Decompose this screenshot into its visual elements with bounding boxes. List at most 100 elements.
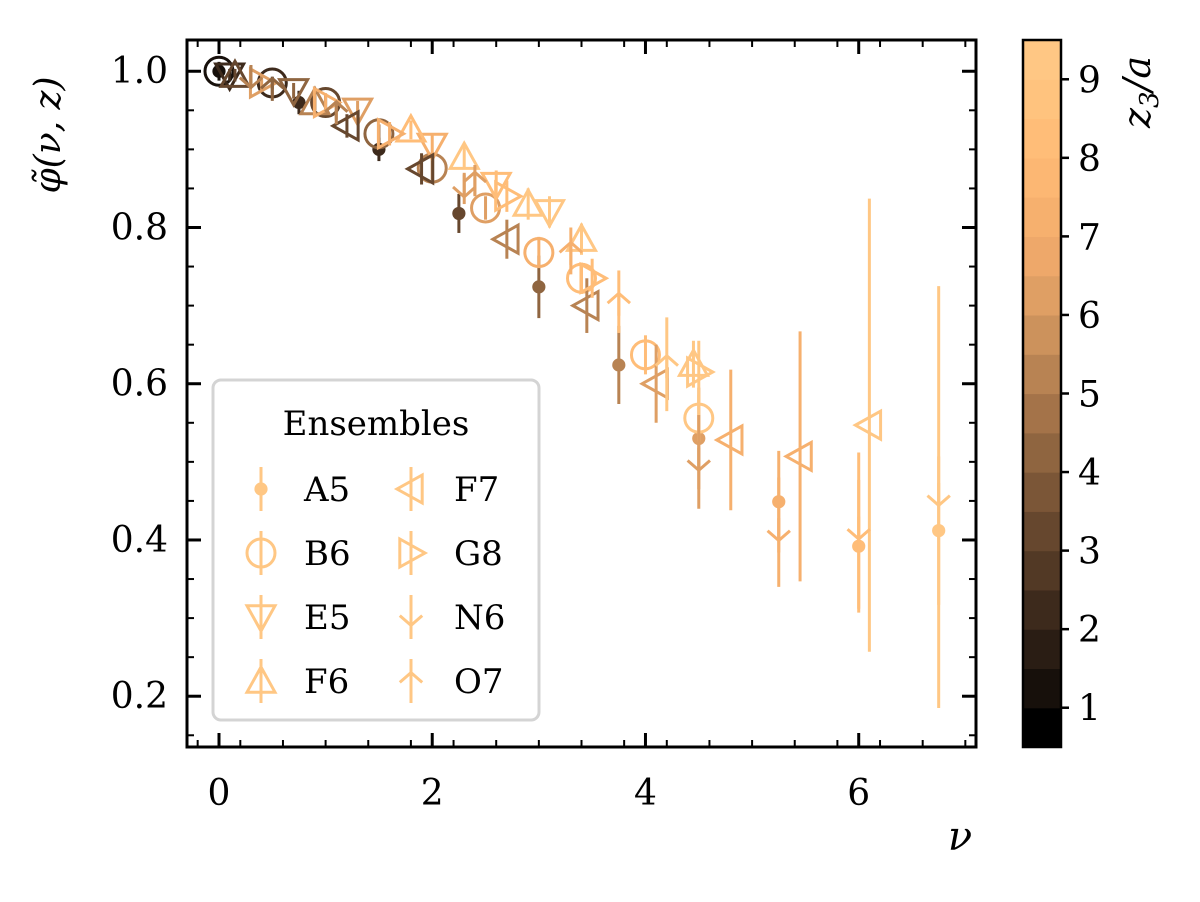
legend-title: Ensembles — [283, 404, 470, 444]
y-tick-label: 0.2 — [111, 676, 168, 717]
legend-marker — [244, 604, 278, 635]
colorbar-segment — [1023, 589, 1061, 630]
axis-ticks: 0 2 4 6 0.2 0.4 0.6 0.8 1.0 — [111, 40, 976, 814]
legend-items: A5 B6 E5 F6 F7 G8 N6 O7 — [244, 467, 505, 703]
legend-label: F6 — [304, 662, 349, 702]
x-tick-label: 6 — [847, 773, 870, 814]
legend-marker — [244, 663, 278, 694]
colorbar-segment — [1023, 118, 1061, 159]
colorbar-segment — [1023, 314, 1061, 355]
series-N6 — [238, 65, 951, 708]
data-point — [447, 140, 481, 170]
legend-item-B6: B6 — [245, 531, 351, 575]
colorbar-tick-label: 2 — [1078, 610, 1101, 651]
y-tick-label: 0.8 — [111, 207, 168, 248]
colorbar-segment — [1023, 511, 1061, 552]
legend-marker — [398, 603, 424, 628]
legend-marker — [254, 482, 268, 496]
data-point — [489, 222, 520, 256]
data-point — [686, 447, 711, 473]
legend-item-E5: E5 — [244, 595, 350, 639]
data-point — [394, 112, 428, 143]
colorbar-ticks: 1 2 3 4 5 6 7 8 9 — [1061, 60, 1101, 730]
data-point — [404, 152, 435, 186]
data-point — [579, 261, 610, 295]
colorbar-label-sub: 3 — [1135, 91, 1165, 108]
data-point — [558, 240, 584, 265]
data-point — [511, 186, 545, 217]
y-tick-label: 1.0 — [111, 51, 168, 92]
data-point — [523, 236, 555, 268]
colorbar-segment — [1023, 157, 1061, 198]
y-tick-label: 0.6 — [111, 364, 168, 405]
data-point — [341, 97, 375, 128]
data-point — [606, 291, 632, 316]
legend-label: B6 — [304, 534, 351, 574]
colorbar-segment — [1023, 79, 1061, 120]
data-point — [782, 439, 813, 473]
x-tick-label: 0 — [208, 773, 231, 814]
colorbar-segment — [1023, 550, 1061, 591]
legend-item-N6: N6 — [398, 595, 505, 639]
colorbar-segment — [1023, 668, 1061, 709]
data-point — [654, 353, 679, 379]
legend-label: N6 — [454, 598, 505, 638]
colorbar-segment — [1023, 432, 1061, 473]
colorbar-segment — [1023, 472, 1061, 512]
legend-item-O7: O7 — [398, 659, 504, 703]
legend-label: F7 — [454, 470, 499, 510]
data-marks — [203, 55, 951, 708]
colorbar-tick-label: 5 — [1078, 375, 1101, 416]
data-point — [926, 483, 951, 508]
legend-label: O7 — [454, 662, 504, 702]
legend-marker — [398, 670, 424, 695]
legend-label: G8 — [454, 534, 503, 574]
data-point — [213, 62, 247, 93]
colorbar-tick-label: 7 — [1078, 217, 1101, 258]
data-point — [452, 174, 477, 199]
y-axis-label: φ̃(ν, z) — [28, 76, 69, 193]
series-F6 — [218, 58, 711, 388]
data-point — [532, 280, 546, 294]
data-point — [462, 170, 488, 195]
data-point — [376, 117, 407, 151]
series-F7 — [329, 109, 883, 652]
data-point — [852, 408, 883, 442]
legend-item-F6: F6 — [244, 659, 349, 703]
legend-item-G8: G8 — [398, 531, 503, 575]
legend: Ensembles A5 B6 E5 F6 F7 G8 N6 O7 — [211, 378, 541, 722]
legend-item-A5: A5 — [254, 467, 350, 511]
data-point — [218, 58, 252, 88]
series-O7 — [260, 76, 679, 412]
x-tick-label: 2 — [421, 773, 444, 814]
data-point — [329, 109, 360, 143]
data-point — [612, 358, 626, 372]
data-point — [415, 132, 449, 163]
legend-label: E5 — [304, 598, 350, 638]
colorbar-segment — [1023, 236, 1061, 277]
colorbar-segment — [1023, 629, 1061, 670]
data-point — [452, 206, 466, 221]
series-G8 — [248, 66, 716, 404]
data-point — [203, 55, 235, 87]
colorbar-segment — [1023, 275, 1061, 316]
colorbar-segment — [1023, 393, 1061, 434]
data-point — [494, 179, 524, 213]
data-point — [569, 289, 600, 323]
data-point — [766, 518, 791, 543]
data-point — [713, 423, 744, 457]
colorbar-segment — [1023, 354, 1061, 395]
colorbar-segment — [1023, 40, 1061, 80]
legend-item-F7: F7 — [393, 467, 499, 511]
data-point — [260, 76, 285, 101]
colorbar-tick-label: 9 — [1078, 60, 1101, 101]
legend-marker — [245, 537, 277, 569]
colorbar-tick-label: 1 — [1078, 689, 1101, 730]
legend-marker — [393, 472, 424, 506]
y-tick-label: 0.4 — [111, 520, 168, 561]
data-point — [277, 78, 311, 108]
x-tick-label: 4 — [634, 773, 657, 814]
colorbar-label-tail: /a — [1115, 56, 1159, 95]
legend-label: A5 — [303, 470, 350, 510]
